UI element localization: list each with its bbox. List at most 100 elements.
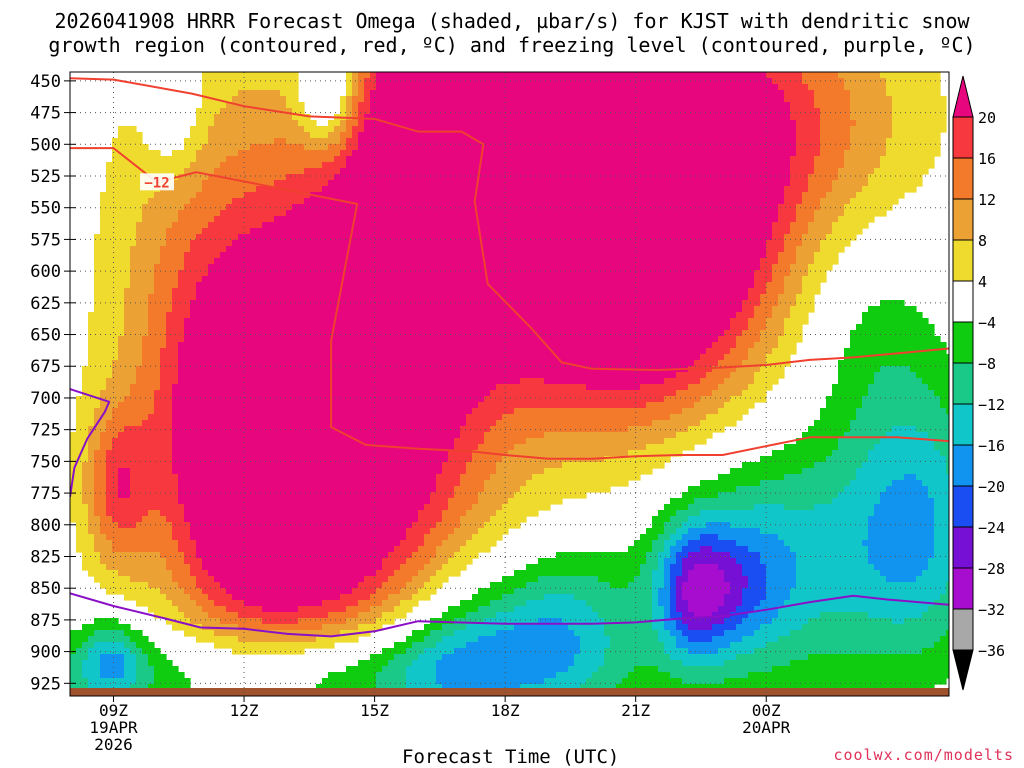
omega-cell bbox=[364, 270, 371, 277]
omega-cell bbox=[256, 228, 263, 235]
omega-cell bbox=[250, 96, 257, 103]
omega-cell bbox=[382, 240, 389, 247]
omega-cell bbox=[214, 612, 221, 619]
omega-cell bbox=[208, 528, 215, 535]
omega-cell bbox=[286, 546, 293, 553]
omega-cell bbox=[274, 396, 281, 403]
omega-cell bbox=[244, 540, 251, 547]
omega-cell bbox=[376, 606, 383, 613]
omega-cell bbox=[262, 438, 269, 445]
omega-cell bbox=[142, 264, 149, 271]
omega-cell bbox=[220, 198, 227, 205]
omega-cell bbox=[232, 156, 239, 163]
omega-cell bbox=[214, 642, 221, 649]
omega-cell bbox=[262, 348, 269, 355]
omega-cell bbox=[376, 414, 383, 421]
omega-cell bbox=[166, 558, 173, 565]
omega-cell bbox=[328, 540, 335, 547]
omega-cell bbox=[352, 552, 359, 559]
omega-cell bbox=[268, 366, 275, 373]
omega-cell bbox=[220, 132, 227, 139]
omega-cell bbox=[292, 414, 299, 421]
omega-cell bbox=[226, 438, 233, 445]
omega-cell bbox=[310, 354, 317, 361]
omega-cell bbox=[346, 72, 353, 79]
omega-cell bbox=[388, 132, 395, 139]
omega-cell bbox=[148, 642, 155, 649]
omega-cell bbox=[244, 384, 251, 391]
omega-cell bbox=[238, 258, 245, 265]
omega-cell bbox=[232, 360, 239, 367]
omega-cell bbox=[190, 414, 197, 421]
omega-cell bbox=[94, 654, 101, 661]
omega-cell bbox=[112, 522, 119, 529]
omega-cell bbox=[130, 540, 137, 547]
omega-cell bbox=[400, 294, 407, 301]
omega-cell bbox=[364, 162, 371, 169]
omega-cell bbox=[130, 210, 137, 217]
omega-cell bbox=[232, 96, 239, 103]
omega-cell bbox=[364, 510, 371, 517]
omega-cell bbox=[328, 300, 335, 307]
omega-cell bbox=[142, 498, 149, 505]
omega-cell bbox=[130, 660, 137, 667]
omega-cell bbox=[256, 210, 263, 217]
omega-cell bbox=[130, 294, 137, 301]
omega-cell bbox=[226, 78, 233, 85]
omega-cell bbox=[394, 282, 401, 289]
omega-cell bbox=[274, 114, 281, 121]
omega-cell bbox=[292, 534, 299, 541]
omega-cell bbox=[280, 114, 287, 121]
omega-cell bbox=[208, 330, 215, 337]
omega-cell bbox=[304, 144, 311, 151]
omega-cell bbox=[388, 678, 395, 685]
omega-cell bbox=[190, 300, 197, 307]
omega-cell bbox=[352, 558, 359, 565]
omega-cell bbox=[100, 300, 107, 307]
omega-cell bbox=[286, 414, 293, 421]
omega-cell bbox=[226, 474, 233, 481]
omega-cell bbox=[166, 600, 173, 607]
omega-cell bbox=[220, 492, 227, 499]
omega-cell bbox=[352, 570, 359, 577]
omega-cell bbox=[250, 492, 257, 499]
omega-cell bbox=[286, 582, 293, 589]
omega-cell bbox=[148, 654, 155, 661]
omega-cell bbox=[208, 306, 215, 313]
omega-cell bbox=[346, 132, 353, 139]
omega-cell bbox=[292, 438, 299, 445]
omega-cell bbox=[370, 120, 377, 127]
omega-cell bbox=[364, 72, 371, 79]
omega-cell bbox=[364, 450, 371, 457]
omega-cell bbox=[238, 330, 245, 337]
omega-cell bbox=[298, 450, 305, 457]
omega-cell bbox=[94, 540, 101, 547]
omega-cell bbox=[274, 432, 281, 439]
omega-cell bbox=[400, 348, 407, 355]
omega-cell bbox=[286, 96, 293, 103]
omega-cell bbox=[190, 480, 197, 487]
omega-cell bbox=[322, 372, 329, 379]
omega-cell bbox=[208, 600, 215, 607]
omega-cell bbox=[142, 378, 149, 385]
omega-cell bbox=[400, 402, 407, 409]
omega-cell bbox=[196, 546, 203, 553]
omega-cell bbox=[304, 282, 311, 289]
omega-cell bbox=[400, 594, 407, 601]
omega-cell bbox=[166, 216, 173, 223]
omega-cell bbox=[124, 168, 131, 175]
omega-cell bbox=[118, 438, 125, 445]
omega-cell bbox=[226, 468, 233, 475]
omega-cell bbox=[394, 348, 401, 355]
omega-cell bbox=[328, 510, 335, 517]
omega-cell bbox=[262, 600, 269, 607]
omega-cell bbox=[244, 396, 251, 403]
omega-cell bbox=[334, 450, 341, 457]
omega-cell bbox=[202, 582, 209, 589]
omega-cell bbox=[220, 90, 227, 97]
omega-cell bbox=[184, 402, 191, 409]
omega-cell bbox=[382, 312, 389, 319]
omega-cell bbox=[316, 558, 323, 565]
omega-cell bbox=[268, 354, 275, 361]
omega-cell bbox=[88, 318, 95, 325]
